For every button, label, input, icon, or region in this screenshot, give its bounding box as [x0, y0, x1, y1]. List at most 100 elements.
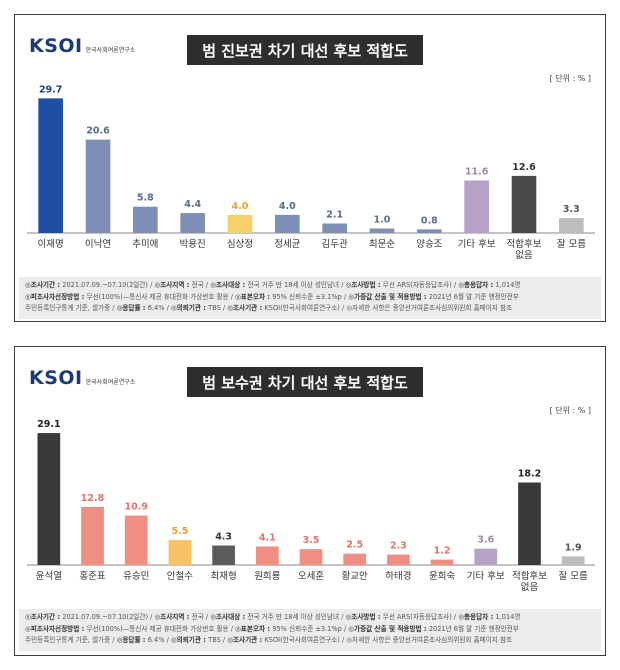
category-label: 기타 후보 [458, 239, 496, 250]
bar [561, 556, 585, 565]
footer-item-label: ◎조사대상 : [210, 281, 248, 289]
footer-item-label: ◎조사방법 : [345, 613, 383, 621]
footer-item-text: ◎자세한 사항은 중앙선거여론조사심의위원회 홈페이지 참조 [346, 636, 513, 644]
category-label: 원희룡 [254, 571, 280, 582]
category-label: 이낙연 [85, 239, 111, 250]
category-label: 없음 [515, 249, 533, 261]
bar-value-label: 2.3 [390, 541, 407, 552]
category-label: 윤석열 [36, 571, 62, 582]
category-label: 적합후보 [512, 570, 547, 582]
category-label: 적합후보 [507, 238, 542, 250]
bar-value-label: 0.8 [421, 215, 438, 226]
bar [168, 540, 192, 565]
footer-line: 주민등록인구통계 기준, 셀가중 / ◎응답률 : 6.4% / ◎의뢰기관 :… [25, 303, 595, 315]
category-label: 없음 [521, 581, 539, 593]
bar [212, 545, 235, 565]
bar [255, 546, 279, 565]
footer-item-label: ◎가중값 산출 및 적용방법 : [348, 292, 429, 301]
footer-item: ◎피조사자선정방법 : 무선(100%)—통신사 제공 휴대전화 가상번호 활용… [25, 293, 235, 301]
footer-item: ◎조사지역 : 전국 / [154, 281, 210, 289]
footer-item: ◎조사대상 : 전국 거주 만 18세 이상 성인남녀 / [210, 613, 345, 621]
footer-item-label: ◎조사지역 : [154, 281, 192, 289]
footer-item-text: 전국 거주 만 18세 이상 성인남녀 / [247, 281, 346, 289]
bar-value-label: 12.8 [81, 493, 105, 504]
footer-item-label: ◎응답률 : [116, 636, 148, 644]
bar [559, 218, 584, 233]
footer-item: ◎의뢰기관 : TBS / [171, 304, 227, 312]
category-label: 기타 후보 [467, 571, 505, 582]
bar [180, 213, 205, 233]
unit-label: [ 단위 : % ] [549, 406, 591, 415]
bar-value-label: 11.6 [465, 166, 489, 177]
bar-value-label: 29.7 [39, 84, 62, 95]
bar-value-label: 3.6 [477, 535, 494, 546]
footer-item-label: ◎응답률 : [116, 304, 148, 312]
category-label: 양승조 [416, 239, 442, 250]
footer-item-label: ◎표본오차 : [235, 624, 273, 633]
category-label: 안철수 [167, 571, 193, 582]
bar-value-label: 3.3 [563, 204, 580, 215]
bar [133, 206, 158, 233]
bar [474, 548, 498, 565]
footer-item: ◎응답률 : 6.4% / [117, 304, 171, 312]
footer-item: ◎자세한 사항은 중앙선거여론조사심의위원회 홈페이지 참조 [346, 636, 512, 644]
footer-line: ◎조사기간 : 2021.07.09.~07.10(2일간) / ◎조사지역 :… [25, 280, 595, 292]
footer-item-text: 2021년 6월 말 기준 행정안전부 [428, 624, 519, 633]
footer-item-label: ◎의뢰기관 : [170, 636, 209, 644]
bar-value-label: 1.9 [565, 542, 582, 553]
bar [369, 228, 395, 233]
footer-item-label: ◎조사기간 : [25, 281, 63, 289]
footer-item-text: 전국 거주 만 18세 이상 성인남녀 / [247, 613, 346, 621]
footer-item-text: 전국 / [191, 281, 211, 289]
ksoi-logo: KSOI 한국사회여론연구소 [29, 35, 135, 57]
footer-item: ◎표본오차 : 95% 신뢰수준 ±3.1%p / [235, 293, 348, 301]
footer-item-label: ◎조사지역 : [154, 613, 192, 621]
footer-line: 주민등록인구통계 기준, 셀가중 / ◎응답률 : 6.4% / ◎의뢰기관 :… [25, 635, 595, 647]
footer-item-text: 무선 ARS(자동응답조사) / [382, 613, 459, 621]
footer-item: ◎조사기관 : KSOI(한국사회여론연구소) / [227, 304, 346, 312]
footer-item-text: 전국 / [191, 613, 211, 621]
footer-item-label: ◎표본오차 : [235, 292, 273, 301]
footer-item-text: 무선(100%)—통신사 제공 휴대전화 가상번호 활용 / [86, 624, 236, 633]
bar [343, 553, 367, 565]
category-label: 윤희숙 [429, 571, 455, 582]
bar [275, 214, 300, 233]
bar-value-label: 5.5 [172, 526, 189, 537]
bar [322, 223, 347, 233]
footer-item-text: TBS / [208, 304, 228, 312]
footer-item-label: ◎조사기관 : [227, 636, 265, 644]
bar-value-label: 29.1 [37, 419, 60, 430]
category-label: 심상정 [227, 239, 253, 250]
bar [518, 482, 541, 565]
bar-value-label: 5.8 [137, 193, 154, 204]
bar [417, 229, 442, 233]
logo-subtitle: 한국사회여론연구소 [85, 379, 136, 386]
footer-item-text: 95% 신뢰수준 ±3.1%p / [272, 292, 349, 301]
unit-label: [ 단위 : % ] [549, 74, 591, 83]
chart-title: 범 진보권 차기 대선 후보 적합도 [187, 35, 423, 65]
category-label: 황교안 [342, 571, 368, 582]
footer-item: ◎자세한 사항은 중앙선거여론조사심의위원회 홈페이지 참조 [346, 304, 512, 312]
footer-item: ◎조사방법 : 무선 ARS(자동응답조사) / [346, 613, 459, 621]
bar-value-label: 12.6 [512, 162, 536, 173]
category-label: 정세균 [274, 239, 300, 250]
bar [511, 175, 537, 233]
footer-item: ◎조사기간 : 2021.07.09.~07.10(2일간) / [25, 613, 154, 621]
ksoi-logo: KSOI 한국사회여론연구소 [29, 367, 135, 389]
survey-footer: ◎조사기간 : 2021.07.09.~07.10(2일간) / ◎조사지역 :… [19, 277, 601, 319]
category-label: 잘 모름 [559, 570, 588, 582]
footer-item: ◎의뢰기관 : TBS / [171, 636, 227, 644]
footer-item: ◎조사기관 : KSOI(한국사회여론연구소) / [227, 636, 346, 644]
footer-item-label: ◎조사대상 : [210, 613, 248, 621]
category-label: 최문순 [369, 239, 395, 250]
footer-item-label: ◎총응답자 : [458, 613, 496, 621]
category-label: 박용진 [180, 239, 206, 250]
bar [85, 139, 111, 233]
footer-item-label: ◎조사방법 : [345, 281, 383, 289]
bar-value-label: 20.6 [86, 126, 110, 137]
logo-mark: KSOI [29, 367, 83, 389]
footer-item-label: ◎피조사자선정방법 : [25, 292, 87, 301]
category-label: 오세훈 [298, 570, 324, 582]
category-label: 잘 모름 [557, 238, 586, 250]
bar [299, 549, 323, 565]
